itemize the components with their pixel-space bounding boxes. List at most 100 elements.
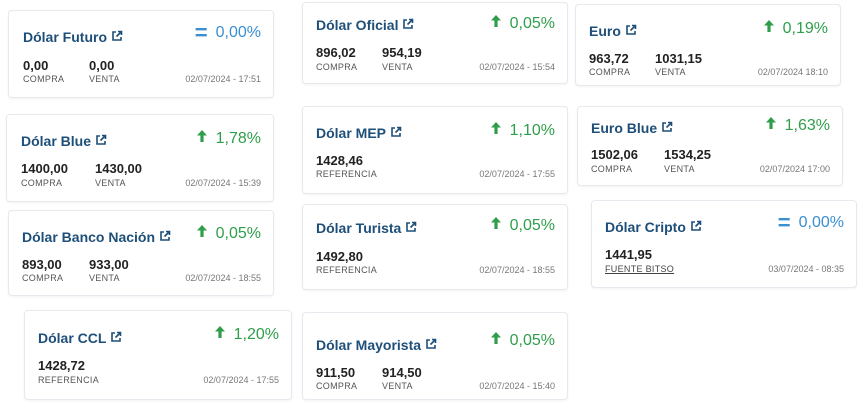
update-date: 02/07/2024 18:10 [757, 67, 828, 77]
arrow-up-icon [490, 121, 502, 140]
variation-value: 1,20% [233, 325, 279, 343]
compra-label: COMPRA [316, 381, 358, 391]
venta-value: 914,50 [382, 365, 422, 380]
external-link-icon [390, 125, 402, 141]
variation-value: 0,05% [509, 331, 555, 349]
card-title-link[interactable]: Dólar Futuro [23, 29, 123, 45]
arrow-up-icon [490, 331, 502, 350]
compra-value: 1400,00 [21, 161, 68, 176]
card-title: Dólar MEP [316, 125, 387, 141]
equal-icon: = [194, 20, 208, 45]
compra-label: COMPRA [21, 178, 63, 188]
compra-value: 896,02 [316, 45, 356, 60]
external-link-icon [405, 220, 417, 236]
card-title: Dólar Mayorista [316, 337, 422, 353]
variation-badge: 0,05% [490, 331, 555, 350]
external-link-icon [690, 219, 702, 235]
venta-label: VENTA [89, 74, 120, 84]
card-title: Euro [589, 23, 621, 39]
variation-badge: = 0,00% [777, 210, 844, 235]
variation-badge: 0,05% [490, 14, 555, 33]
card-dolar-oficial: Dólar Oficial 0,05% 896,02 COMPRA 954,19… [302, 2, 568, 84]
card-title-link[interactable]: Dólar Turista [316, 220, 417, 236]
card-title-link[interactable]: Euro Blue [591, 120, 673, 136]
variation-value: 1,63% [784, 116, 830, 134]
variation-badge: 1,20% [214, 325, 279, 344]
update-date: 02/07/2024 - 15:54 [479, 62, 555, 72]
price-value: 1441,95 [605, 247, 652, 262]
variation-badge: = 0,00% [194, 20, 261, 45]
card-dolar-turista: Dólar Turista 0,05% 1492,80 REFERENCIA 0… [302, 204, 568, 290]
external-link-icon [425, 337, 437, 353]
compra-value: 1502,06 [591, 147, 638, 162]
card-title: Dólar Turista [316, 220, 402, 236]
venta-value: 1430,00 [95, 161, 142, 176]
card-title: Dólar CCL [38, 330, 107, 346]
external-link-icon [661, 120, 673, 136]
fuente-bitso-link[interactable]: FUENTE BITSO [605, 264, 675, 274]
referencia-value: 1428,72 [38, 358, 85, 373]
card-euro-blue: Euro Blue 1,63% 1502,06 COMPRA 1534,25 V… [577, 106, 843, 186]
compra-value: 0,00 [23, 58, 49, 73]
update-date: 02/07/2024 - 15:40 [479, 381, 555, 391]
venta-value: 0,00 [89, 58, 115, 73]
external-link-icon [111, 29, 123, 45]
venta-label: VENTA [382, 381, 413, 391]
external-link-icon [159, 229, 171, 245]
variation-value: 0,05% [509, 216, 555, 234]
variation-badge: 0,05% [196, 224, 261, 243]
variation-value: 0,05% [215, 224, 261, 242]
venta-label: VENTA [664, 164, 695, 174]
arrow-up-icon [763, 19, 775, 38]
compra-value: 911,50 [316, 365, 356, 380]
venta-label: VENTA [95, 178, 126, 188]
variation-badge: 1,63% [765, 116, 830, 135]
card-title-link[interactable]: Dólar Blue [21, 133, 107, 149]
card-title-link[interactable]: Euro [589, 23, 637, 39]
variation-value: 0,19% [782, 19, 828, 37]
variation-value: 0,00% [798, 214, 844, 231]
compra-label: COMPRA [22, 273, 64, 283]
variation-value: 0,00% [215, 24, 261, 41]
venta-label: VENTA [89, 273, 120, 283]
card-dolar-mep: Dólar MEP 1,10% 1428,46 REFERENCIA 02/07… [302, 106, 568, 194]
card-title: Euro Blue [591, 120, 658, 136]
compra-label: COMPRA [589, 67, 631, 77]
equal-icon: = [777, 210, 791, 235]
card-dolar-ccl: Dólar CCL 1,20% 1428,72 REFERENCIA 02/07… [24, 310, 292, 400]
referencia-value: 1428,46 [316, 153, 363, 168]
update-date: 02/07/2024 - 17:55 [479, 169, 555, 179]
card-title-link[interactable]: Dólar Oficial [316, 17, 414, 33]
update-date: 02/07/2024 - 17:51 [185, 74, 261, 84]
referencia-label: REFERENCIA [316, 265, 378, 275]
compra-value: 963,72 [589, 51, 629, 66]
card-title-link[interactable]: Dólar Cripto [605, 219, 702, 235]
card-dolar-cripto: Dólar Cripto = 0,00% 1441,95 FUENTE BITS… [591, 200, 857, 288]
card-euro: Euro 0,19% 963,72 COMPRA 1031,15 VENTA 0… [575, 4, 841, 86]
card-title-link[interactable]: Dólar Banco Nación [22, 229, 171, 245]
variation-value: 0,05% [509, 14, 555, 32]
external-link-icon [625, 23, 637, 39]
card-title: Dólar Blue [21, 133, 92, 149]
external-link-icon [110, 330, 122, 346]
external-link-icon [402, 17, 414, 33]
card-title-link[interactable]: Dólar CCL [38, 330, 122, 346]
variation-value: 1,10% [509, 121, 555, 139]
venta-value: 933,00 [89, 257, 129, 272]
update-date: 02/07/2024 - 18:55 [185, 273, 261, 283]
card-title-link[interactable]: Dólar MEP [316, 125, 402, 141]
update-date: 02/07/2024 - 15:39 [185, 178, 261, 188]
card-title: Dólar Oficial [316, 17, 399, 33]
arrow-up-icon [196, 129, 208, 148]
compra-label: COMPRA [316, 62, 358, 72]
compra-label: COMPRA [591, 164, 633, 174]
card-dolar-futuro: Dólar Futuro = 0,00% 0,00 COMPRA 0,00 VE… [8, 10, 274, 98]
variation-value: 1,78% [215, 129, 261, 147]
card-title-link[interactable]: Dólar Mayorista [316, 337, 437, 353]
update-date: 02/07/2024 17:00 [759, 164, 830, 174]
compra-label: COMPRA [23, 74, 65, 84]
arrow-up-icon [490, 14, 502, 33]
venta-label: VENTA [382, 62, 413, 72]
variation-badge: 0,05% [490, 216, 555, 235]
external-link-icon [95, 133, 107, 149]
